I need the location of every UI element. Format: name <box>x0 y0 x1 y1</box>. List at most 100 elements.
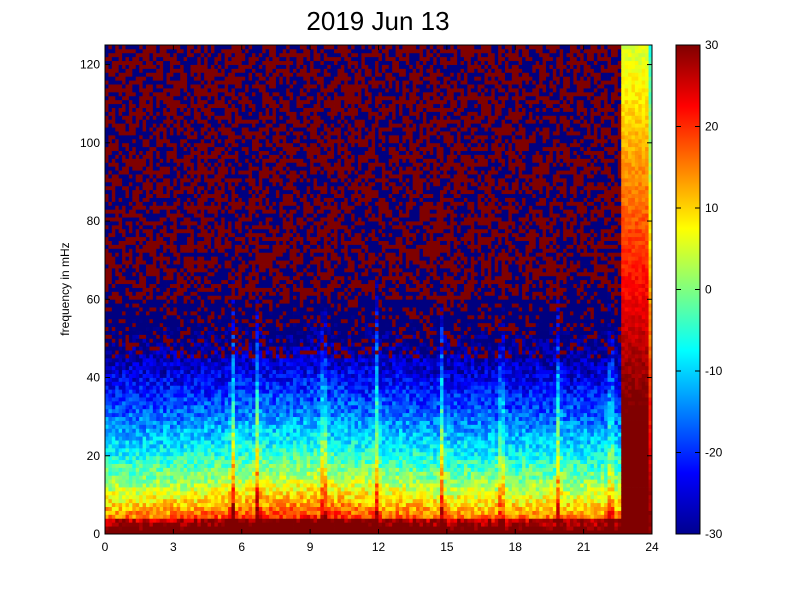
heatmap-cell <box>183 385 188 390</box>
heatmap-cell <box>149 416 154 421</box>
heatmap-cell <box>122 326 126 331</box>
heatmap-cell <box>193 447 198 453</box>
heatmap-cell <box>139 158 144 163</box>
heatmap-cell <box>139 283 144 288</box>
heatmap-cell <box>234 197 239 202</box>
heatmap-cell <box>197 346 202 351</box>
heatmap-cell <box>187 479 191 484</box>
heatmap-cell <box>197 357 202 363</box>
heatmap-cell <box>193 181 198 187</box>
heatmap-cell <box>228 518 232 523</box>
heatmap-cell <box>217 459 222 464</box>
heatmap-cell <box>234 244 239 249</box>
heatmap-cell <box>200 459 205 464</box>
heatmap-cell <box>105 295 109 300</box>
heatmap-cell <box>132 393 137 398</box>
heatmap-cell <box>156 166 161 171</box>
heatmap-cell <box>159 389 164 394</box>
heatmap-cell <box>193 150 198 155</box>
heatmap-cell <box>122 224 126 230</box>
heatmap-cell <box>105 299 109 304</box>
heatmap-cell <box>207 178 212 183</box>
heatmap-cell <box>111 510 116 515</box>
heatmap-cell <box>183 514 188 519</box>
heatmap-cell <box>166 232 171 238</box>
heatmap-cell <box>156 475 161 480</box>
heatmap-cell <box>224 221 229 226</box>
heatmap-cell <box>108 447 113 453</box>
heatmap-cell <box>180 436 185 441</box>
heatmap-cell <box>166 483 171 488</box>
heatmap-cell <box>132 205 137 210</box>
heatmap-cell <box>183 522 188 527</box>
heatmap-cell <box>108 436 113 441</box>
heatmap-cell <box>149 381 154 386</box>
heatmap-cell <box>183 451 188 457</box>
heatmap-cell <box>163 307 167 312</box>
heatmap-cell <box>238 428 243 433</box>
heatmap-cell <box>231 256 236 261</box>
heatmap-cell <box>125 467 130 472</box>
heatmap-cell <box>204 463 208 468</box>
heatmap-cell <box>139 342 144 347</box>
heatmap-cell <box>159 377 164 382</box>
heatmap-cell <box>173 487 178 492</box>
heatmap-cell <box>207 412 212 418</box>
heatmap-cell <box>217 487 222 492</box>
heatmap-cell <box>210 361 215 367</box>
heatmap-cell <box>190 178 195 183</box>
heatmap-cell <box>214 68 219 73</box>
heatmap-cell <box>190 463 195 468</box>
heatmap-cell <box>193 76 198 81</box>
heatmap-cell <box>105 162 109 167</box>
heatmap-cell <box>128 80 133 85</box>
heatmap-cell <box>187 103 191 108</box>
heatmap-cell <box>200 318 205 324</box>
heatmap-cell <box>135 397 140 402</box>
heatmap-cell <box>207 209 212 214</box>
heatmap-cell <box>207 502 212 508</box>
heatmap-cell <box>214 440 219 445</box>
heatmap-cell <box>200 283 205 288</box>
heatmap-cell <box>132 522 137 527</box>
heatmap-cell <box>115 142 120 148</box>
heatmap-cell <box>231 166 236 171</box>
heatmap-cell <box>118 174 123 179</box>
heatmap-cell <box>238 178 243 183</box>
heatmap-cell <box>115 436 120 441</box>
heatmap-cell <box>125 170 130 175</box>
heatmap-cell <box>163 318 167 324</box>
heatmap-cell <box>166 154 171 159</box>
heatmap-cell <box>163 131 167 136</box>
heatmap-cell <box>132 487 137 492</box>
heatmap-cell <box>197 178 202 183</box>
heatmap-cell <box>111 111 116 116</box>
heatmap-cell <box>115 479 120 484</box>
heatmap-cell <box>159 76 164 81</box>
heatmap-cell <box>176 236 181 241</box>
heatmap-cell <box>214 119 219 124</box>
heatmap-cell <box>217 217 222 222</box>
heatmap-cell <box>146 291 150 296</box>
heatmap-cell <box>125 514 130 519</box>
heatmap-cell <box>187 361 191 367</box>
heatmap-cell <box>190 342 195 347</box>
heatmap-cell <box>115 95 120 101</box>
heatmap-cell <box>234 377 239 382</box>
heatmap-cell <box>108 197 113 202</box>
heatmap-cell <box>210 487 215 492</box>
heatmap-cell <box>231 91 236 97</box>
heatmap-cell <box>118 213 123 218</box>
heatmap-cell <box>146 494 150 500</box>
heatmap-cell <box>224 436 229 441</box>
heatmap-cell <box>156 48 161 54</box>
heatmap-cell <box>180 162 185 167</box>
heatmap-cell <box>118 158 123 163</box>
heatmap-cell <box>204 436 208 441</box>
heatmap-cell <box>214 451 219 457</box>
heatmap-cell <box>111 463 116 468</box>
heatmap-cell <box>118 76 123 81</box>
heatmap-cell <box>108 369 113 375</box>
heatmap-cell <box>180 479 185 484</box>
heatmap-cell <box>228 201 232 206</box>
